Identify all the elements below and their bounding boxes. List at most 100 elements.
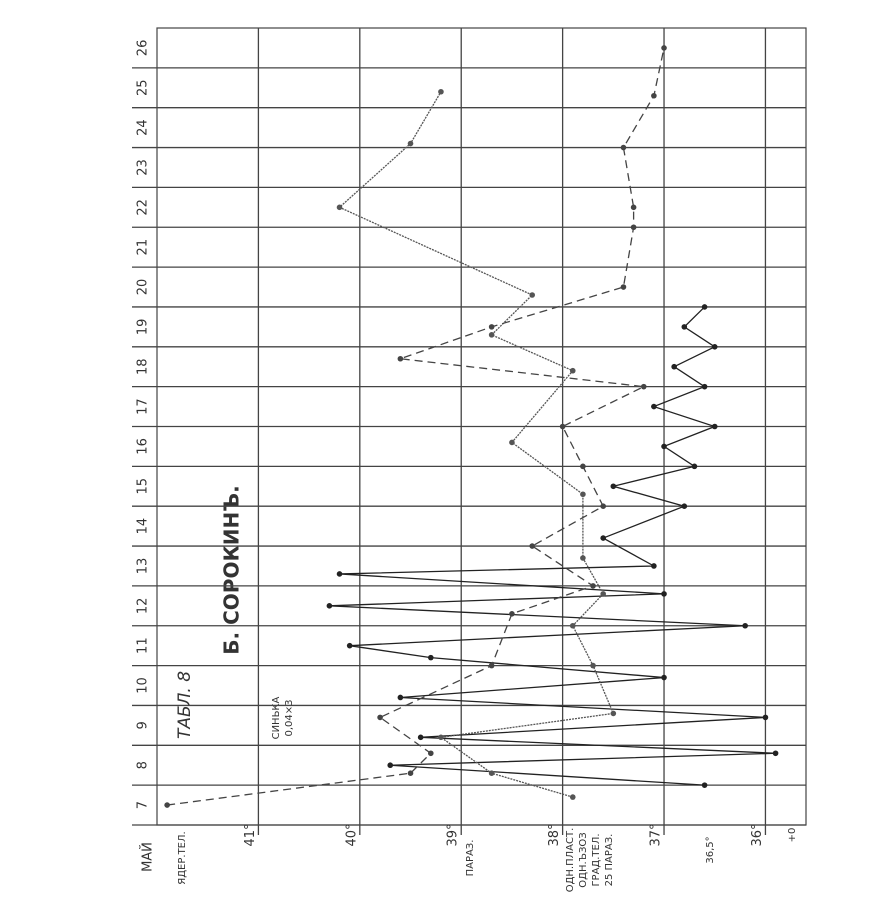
data-point xyxy=(691,463,698,470)
x-tick-label: 17 xyxy=(136,398,151,415)
x-tick-label: 18 xyxy=(136,358,151,375)
data-point xyxy=(336,204,343,211)
annotation: ЯДЕР.ТЕЛ. xyxy=(177,831,188,884)
annotation: 25 ПАРАЗ. xyxy=(604,834,615,887)
data-point xyxy=(651,92,657,99)
data-point xyxy=(762,714,769,721)
data-point xyxy=(772,750,779,757)
data-point xyxy=(377,714,383,721)
x-tick-label: 13 xyxy=(136,558,151,575)
data-point xyxy=(427,750,434,757)
data-line xyxy=(329,306,776,786)
data-point xyxy=(661,45,667,51)
data-point xyxy=(397,694,404,701)
data-point xyxy=(630,204,637,211)
x-tick-label: 20 xyxy=(136,279,151,296)
data-point xyxy=(600,591,606,597)
data-point xyxy=(711,423,718,430)
annotation: ОДН.ПЛАСТ. xyxy=(565,828,576,893)
annotation: ОДН.ЪЗОЗ xyxy=(578,832,589,887)
data-point xyxy=(610,483,617,490)
data-point xyxy=(509,439,515,446)
y-tick-label: 36° xyxy=(750,823,765,846)
y-tick-label: 39° xyxy=(446,823,461,846)
data-point xyxy=(559,423,566,430)
data-point xyxy=(164,802,170,808)
chart-title: Б. СОРОКИНЪ. xyxy=(220,485,244,654)
annotation: +0 xyxy=(787,828,798,843)
data-point xyxy=(640,383,647,390)
data-point xyxy=(661,443,667,450)
data-point xyxy=(488,324,495,330)
y-tick-label: 40° xyxy=(344,823,359,846)
x-tick-label: 9 xyxy=(136,721,151,729)
data-point xyxy=(671,363,677,370)
data-point xyxy=(438,88,444,95)
data-point xyxy=(488,332,495,338)
annotation: СИНЬКА xyxy=(271,696,282,739)
data-point xyxy=(407,770,414,776)
x-tick-label: 19 xyxy=(136,319,151,336)
data-point xyxy=(569,794,576,800)
data-point xyxy=(661,674,667,681)
data-line xyxy=(167,47,665,806)
x-tick-label: 15 xyxy=(136,478,151,495)
data-point xyxy=(488,770,495,776)
data-point xyxy=(407,140,414,147)
data-point xyxy=(711,344,718,350)
annotation: 36,5° xyxy=(705,836,716,863)
data-point xyxy=(509,610,515,617)
data-point xyxy=(651,403,657,410)
x-tick-label: 8 xyxy=(136,761,151,769)
data-point xyxy=(661,591,667,597)
x-tick-label: 10 xyxy=(136,677,151,694)
data-point xyxy=(580,463,586,470)
x-tick-label: 23 xyxy=(136,159,151,176)
data-point xyxy=(610,710,617,717)
data-point xyxy=(529,292,536,298)
data-point xyxy=(681,324,688,330)
data-point xyxy=(417,734,424,741)
x-tick-label: 7 xyxy=(136,801,151,809)
x-tick-label: 21 xyxy=(136,239,151,256)
x-tick-label: 22 xyxy=(136,199,151,216)
data-line xyxy=(338,91,615,798)
annotation: ГРАД.ТЕЛ. xyxy=(591,833,602,886)
data-point xyxy=(580,491,586,498)
data-point xyxy=(569,622,576,629)
data-point xyxy=(397,355,404,362)
data-point xyxy=(651,563,657,569)
x-axis-label: МАЙ xyxy=(140,842,156,872)
x-tick-label: 11 xyxy=(136,637,151,654)
annotation: 0,04×3 xyxy=(284,699,295,736)
data-point xyxy=(590,583,596,589)
data-point xyxy=(590,662,596,669)
x-tick-label: 14 xyxy=(136,518,151,535)
data-point xyxy=(620,144,627,151)
data-point xyxy=(569,367,576,374)
data-point xyxy=(580,555,586,561)
data-point xyxy=(742,622,748,629)
x-tick-label: 26 xyxy=(136,40,151,57)
data-point xyxy=(600,535,606,541)
data-point xyxy=(346,642,353,649)
y-tick-label: 41° xyxy=(243,823,258,846)
data-point xyxy=(620,284,627,290)
y-tick-label: 37° xyxy=(649,823,664,846)
data-point xyxy=(438,734,444,741)
data-point xyxy=(701,782,708,788)
x-tick-label: 25 xyxy=(136,80,151,97)
data-point xyxy=(701,383,708,390)
data-point xyxy=(600,503,606,510)
data-point xyxy=(630,224,637,231)
data-point xyxy=(529,543,536,549)
y-tick-label: 38° xyxy=(547,823,562,846)
data-point xyxy=(427,654,434,661)
x-tick-label: 16 xyxy=(136,438,151,455)
x-tick-label: 24 xyxy=(136,119,151,136)
data-point xyxy=(387,762,394,769)
x-tick-label: 12 xyxy=(136,598,151,615)
data-point xyxy=(326,603,333,609)
